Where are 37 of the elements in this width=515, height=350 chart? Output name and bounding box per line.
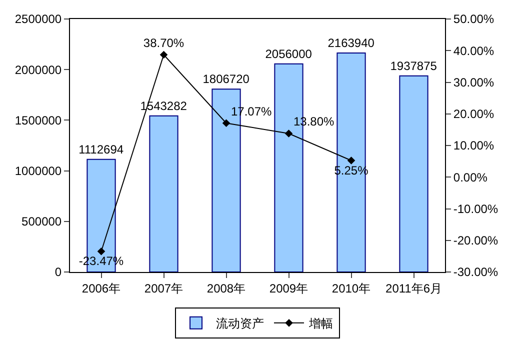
y2-tick-label: 30.00% xyxy=(453,75,494,90)
y2-tick-label: 10.00% xyxy=(453,138,494,153)
legend-label: 流动资产 xyxy=(216,316,264,331)
x-tick-label: 2008年 xyxy=(206,281,246,296)
y-tick-label: 2500000 xyxy=(14,12,62,26)
data-label: 2056000 xyxy=(265,46,312,61)
y2-tick-label: 20.00% xyxy=(453,107,494,122)
y2-tick-label: -20.00% xyxy=(453,234,498,248)
y-tick-label: 0 xyxy=(54,265,62,280)
y2-tick-label: 0.00% xyxy=(453,170,488,184)
x-tick-label: 2009年 xyxy=(269,281,308,296)
y2-tick-label: -10.00% xyxy=(453,202,498,216)
y2-tick-label: -30.00% xyxy=(453,265,498,280)
point xyxy=(160,50,168,59)
bar xyxy=(399,75,428,272)
data-label: 1937875 xyxy=(390,58,438,73)
point xyxy=(97,247,106,256)
data-label: 2163940 xyxy=(328,36,375,50)
point xyxy=(284,130,293,138)
x-tick-label: 2006年 xyxy=(82,281,121,296)
legend-label: 增幅 xyxy=(308,316,333,331)
y2-tick-label: 40.00% xyxy=(453,44,494,58)
x-tick-label: 2011年6月 xyxy=(386,281,442,296)
x-tick-label: 2010年 xyxy=(332,281,371,296)
y-tick-label: 2000000 xyxy=(14,62,62,77)
bar xyxy=(336,52,366,272)
y-tick-label: 500000 xyxy=(22,214,62,229)
y-tick-label: 1500000 xyxy=(14,113,62,128)
data-label: 38.70% xyxy=(143,36,184,50)
bar xyxy=(149,115,178,272)
y2-tick-label: 50.00% xyxy=(453,12,494,26)
y-tick-label: 1000000 xyxy=(14,164,62,178)
data-label: 1806720 xyxy=(202,72,250,86)
point xyxy=(222,119,230,128)
x-tick-label: 2007年 xyxy=(144,281,184,296)
point xyxy=(347,156,356,164)
data-label: 1112694 xyxy=(78,142,124,156)
